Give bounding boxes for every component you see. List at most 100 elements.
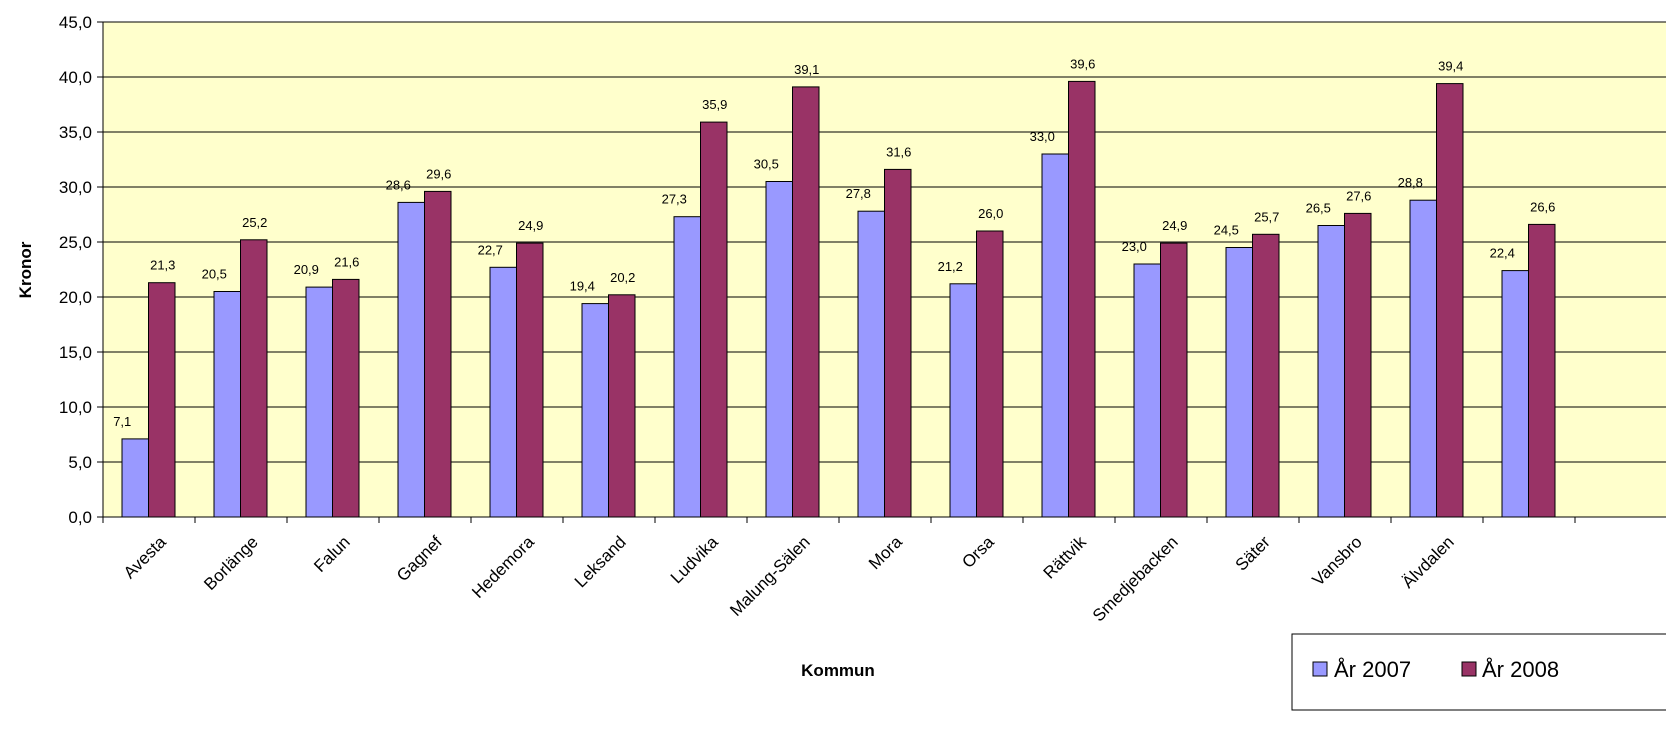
data-label: 28,6: [386, 177, 411, 192]
category-label: Rättvik: [1040, 532, 1091, 583]
data-label: 22,4: [1490, 246, 1515, 261]
data-label: 24,5: [1214, 223, 1239, 238]
x-ticks: [102, 517, 1576, 523]
data-label: 21,2: [938, 259, 963, 274]
bar: [121, 438, 149, 518]
data-label: 20,5: [202, 267, 227, 282]
bar: [1501, 270, 1529, 518]
data-label: 25,2: [242, 215, 267, 230]
legend-label-2007: År 2007: [1334, 657, 1411, 682]
data-label: 22,7: [478, 242, 503, 257]
y-tick-label: 35,0: [59, 123, 92, 142]
category-label: Vansbro: [1309, 532, 1366, 589]
bar: [673, 216, 701, 518]
bar: [608, 294, 636, 518]
y-tick-label: 5,0: [68, 453, 92, 472]
data-labels: 7,1 20,5 20,9 28,6 22,7 19,4 27,3 30,5 27,8 21,2 3…: [113, 56, 1555, 429]
bar: [949, 283, 977, 518]
y-tick-label: 20,0: [59, 288, 92, 307]
y-tick-label: 0,0: [68, 508, 92, 527]
data-label: 27,3: [662, 192, 687, 207]
data-label: 21,6: [334, 254, 359, 269]
y-tick-label: 40,0: [59, 68, 92, 87]
bar: [1041, 153, 1069, 518]
category-label: Älvdalen: [1398, 532, 1458, 592]
category-label: Malung-Sälen: [726, 532, 814, 620]
data-label: 28,8: [1398, 175, 1423, 190]
bar: [489, 266, 517, 518]
bar: [1133, 263, 1161, 518]
category-label: Säter: [1232, 532, 1274, 574]
bar: [305, 286, 333, 518]
bar: [424, 190, 452, 518]
legend-swatch-2007: [1312, 661, 1328, 677]
legend-label-2008: År 2008: [1482, 657, 1559, 682]
data-label: 27,8: [846, 186, 871, 201]
data-label: 7,1: [113, 414, 131, 429]
data-label: 39,4: [1438, 59, 1463, 74]
data-label: 24,9: [1162, 218, 1187, 233]
y-ticks: 0,0 5,0 10,0 15,0 20,0 25,0 30,0 35,0 40,0 45,0: [59, 13, 103, 527]
bar: [1528, 223, 1556, 518]
bar: [1225, 247, 1253, 518]
bar: [1409, 199, 1437, 518]
category-label: Mora: [865, 532, 906, 573]
data-label: 19,4: [570, 279, 595, 294]
bar: [1160, 242, 1188, 518]
bar: [1252, 233, 1280, 518]
y-axis-title: Kronor: [16, 241, 35, 298]
bar: [516, 242, 544, 518]
bar: [1317, 225, 1345, 518]
legend-box: [1291, 633, 1666, 711]
data-label: 27,6: [1346, 188, 1371, 203]
y-tick-label: 10,0: [59, 398, 92, 417]
bar: [397, 201, 425, 518]
legend-swatch-2008: [1461, 661, 1477, 677]
bar: [884, 168, 912, 518]
category-labels: Avesta Borlänge Falun Gagnef Hedemora Leksand…: [120, 532, 1458, 625]
y-tick-label: 30,0: [59, 178, 92, 197]
data-label: 33,0: [1030, 129, 1055, 144]
data-label: 39,6: [1070, 56, 1095, 71]
data-label: 21,3: [150, 258, 175, 273]
y-tick-label: 45,0: [59, 13, 92, 32]
category-label: Hedemora: [468, 532, 538, 602]
bar: [1344, 212, 1372, 518]
category-label: Falun: [310, 532, 354, 576]
data-label: 24,9: [518, 218, 543, 233]
bar: [240, 239, 268, 518]
data-label: 20,2: [610, 270, 635, 285]
category-label: Smedjebacken: [1089, 532, 1182, 625]
bar: [213, 291, 241, 518]
bar: [1068, 80, 1096, 518]
data-label: 25,7: [1254, 209, 1279, 224]
x-axis-title: Kommun: [801, 661, 875, 680]
bar: [1436, 83, 1464, 518]
category-label: Borlänge: [200, 532, 262, 594]
category-label: Leksand: [571, 532, 630, 591]
bar: [765, 181, 793, 518]
y-tick-label: 25,0: [59, 233, 92, 252]
category-label: Ludvika: [667, 532, 722, 587]
data-label: 26,5: [1306, 201, 1331, 216]
category-label: Avesta: [120, 532, 170, 582]
y-tick-label: 15,0: [59, 343, 92, 362]
data-label: 39,1: [794, 62, 819, 77]
data-label: 29,6: [426, 166, 451, 181]
bar: [792, 86, 820, 518]
data-label: 30,5: [754, 157, 779, 172]
bar: [581, 303, 609, 518]
legend: År 2007 År 2008: [1291, 633, 1666, 711]
bars: [121, 80, 1556, 518]
bar: [976, 230, 1004, 518]
bar: [857, 210, 885, 518]
data-label: 20,9: [294, 262, 319, 277]
data-label: 35,9: [702, 97, 727, 112]
category-label: Gagnef: [393, 532, 446, 585]
bar: [148, 282, 176, 518]
bar: [332, 278, 360, 518]
data-label: 23,0: [1122, 239, 1147, 254]
data-label: 31,6: [886, 144, 911, 159]
data-label: 26,6: [1530, 199, 1555, 214]
